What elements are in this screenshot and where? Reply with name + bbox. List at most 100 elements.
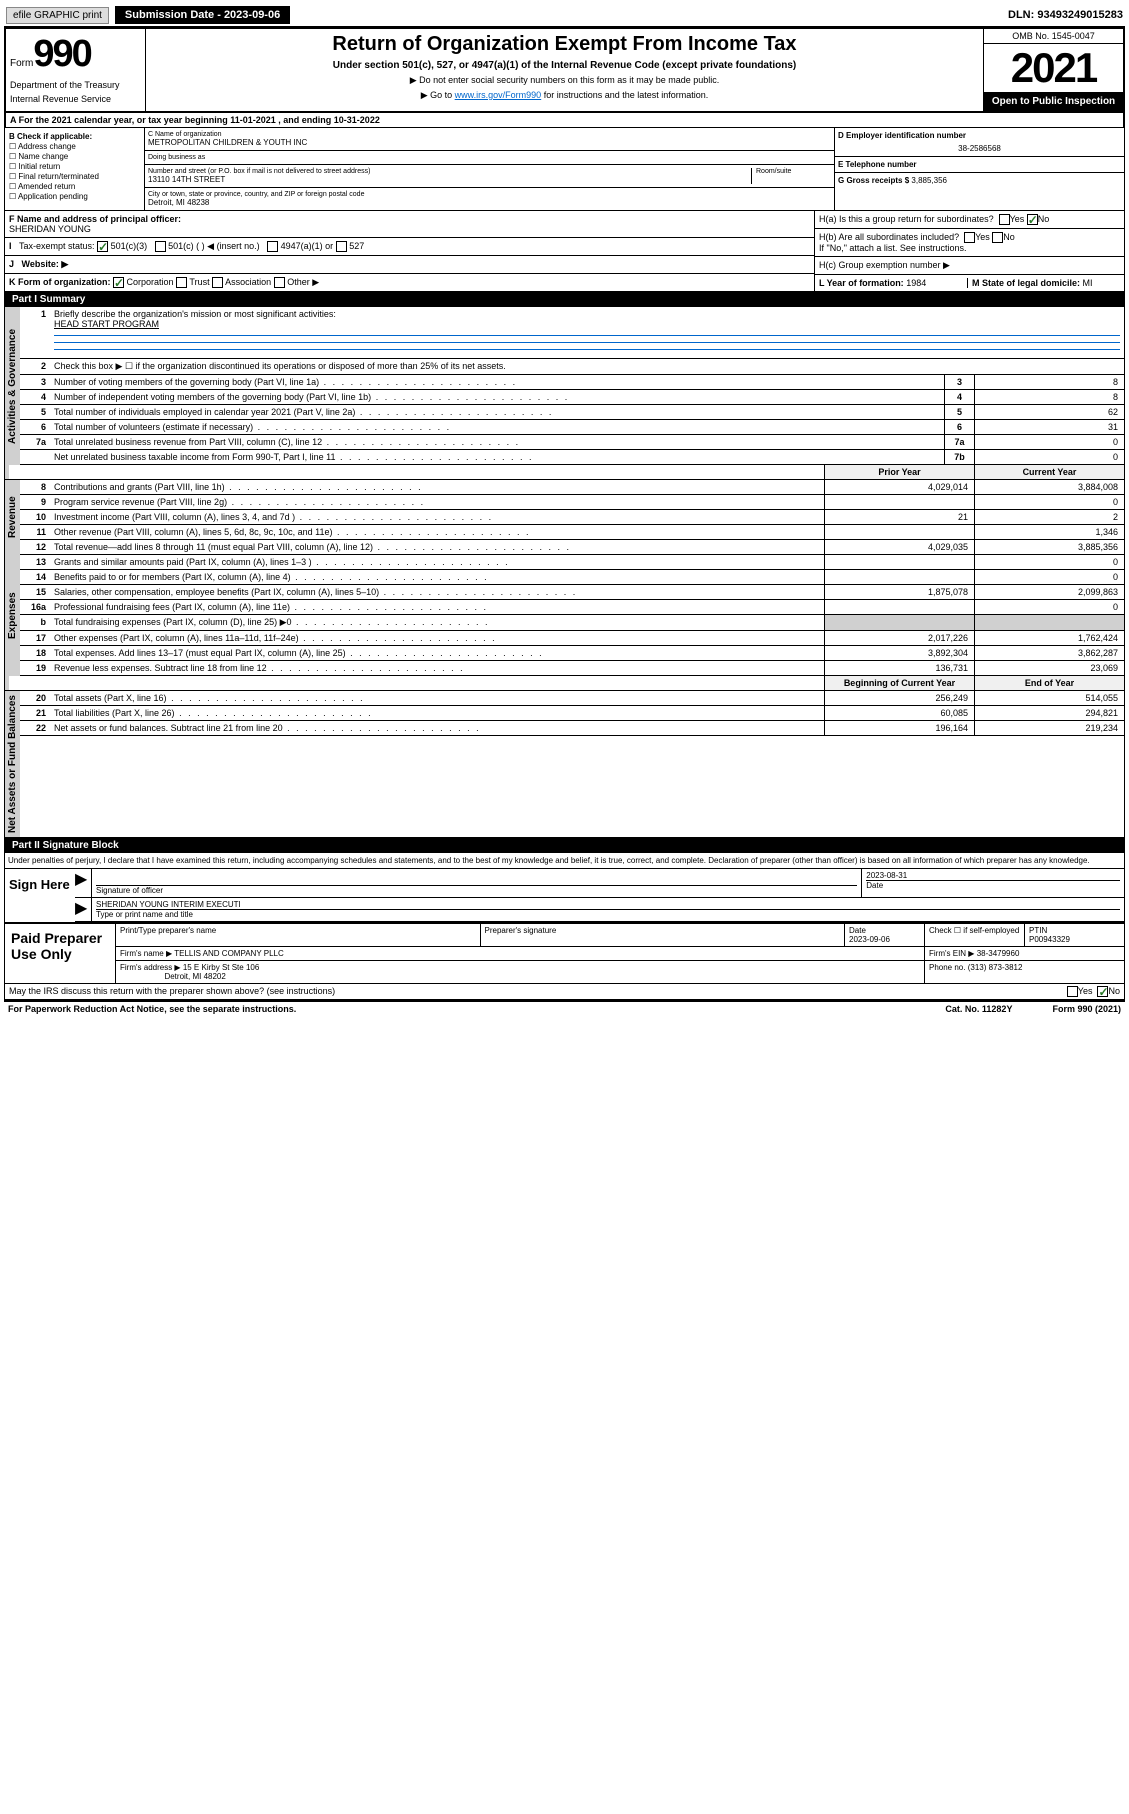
- cb-501c3[interactable]: [97, 241, 108, 252]
- summary-row: 18Total expenses. Add lines 13–17 (must …: [20, 646, 1124, 661]
- dln: DLN: 93493249015283: [1008, 9, 1123, 21]
- cb-ha-no[interactable]: [1027, 214, 1038, 225]
- cb-amended[interactable]: ☐ Amended return: [9, 182, 140, 191]
- cb-527[interactable]: [336, 241, 347, 252]
- header-bar: efile GRAPHIC print Submission Date - 20…: [4, 4, 1125, 27]
- arrow-icon: ▶: [75, 898, 91, 921]
- dba-label: Doing business as: [148, 154, 831, 161]
- opt-501c3: 501(c)(3): [111, 241, 148, 251]
- cb-other[interactable]: [274, 277, 285, 288]
- current-year-header: Current Year: [974, 465, 1124, 479]
- cb-4947[interactable]: [267, 241, 278, 252]
- paid-preparer-label: Paid Preparer Use Only: [5, 924, 115, 983]
- pra-notice: For Paperwork Reduction Act Notice, see …: [8, 1004, 296, 1014]
- l-label: L Year of formation:: [819, 278, 904, 288]
- cb-address-change[interactable]: ☐ Address change: [9, 142, 140, 151]
- summary-row: Net unrelated business taxable income fr…: [20, 450, 1124, 465]
- opt-501c: 501(c) ( ) ◀ (insert no.): [168, 241, 259, 251]
- instr2-post: for instructions and the latest informat…: [541, 90, 708, 100]
- arrow-icon: ▶: [75, 869, 91, 897]
- summary-row: 17Other expenses (Part IX, column (A), l…: [20, 631, 1124, 646]
- part1-header: Part I Summary: [4, 292, 1125, 307]
- firm-phone-label: Phone no.: [929, 963, 965, 972]
- firm-addr1: 15 E Kirby St Ste 106: [183, 963, 260, 972]
- dept-treasury: Department of the Treasury: [10, 80, 141, 90]
- summary-row: 14Benefits paid to or for members (Part …: [20, 570, 1124, 585]
- cb-assoc[interactable]: [212, 277, 223, 288]
- i-label: Tax-exempt status:: [19, 241, 95, 251]
- summary-row: 6Total number of volunteers (estimate if…: [20, 420, 1124, 435]
- cb-app-pending[interactable]: ☐ Application pending: [9, 192, 140, 201]
- side-revenue: Revenue: [5, 480, 20, 555]
- opt-527: 527: [349, 241, 364, 251]
- prior-year-header: Prior Year: [824, 465, 974, 479]
- f-value: SHERIDAN YOUNG: [9, 224, 91, 234]
- summary-row: 11Other revenue (Part VIII, column (A), …: [20, 525, 1124, 540]
- form-footer: Form 990 (2021): [1052, 1004, 1121, 1014]
- opt-assoc: Association: [225, 277, 271, 287]
- form-word: Form: [10, 58, 33, 69]
- summary-row: 9Program service revenue (Part VIII, lin…: [20, 495, 1124, 510]
- omb-number: OMB No. 1545-0047: [984, 29, 1123, 44]
- self-employed: Check ☐ if self-employed: [924, 924, 1024, 946]
- ein-label: D Employer identification number: [838, 131, 1121, 140]
- summary-row: 16aProfessional fundraising fees (Part I…: [20, 600, 1124, 615]
- irs-label: Internal Revenue Service: [10, 94, 141, 104]
- ptin-value: P00943329: [1029, 935, 1070, 944]
- form-title: Return of Organization Exempt From Incom…: [150, 33, 979, 56]
- summary-row: bTotal fundraising expenses (Part IX, co…: [20, 615, 1124, 631]
- cb-final-return[interactable]: ☐ Final return/terminated: [9, 172, 140, 181]
- cb-discuss-no[interactable]: [1097, 986, 1108, 997]
- firm-phone: (313) 873-3812: [968, 963, 1023, 972]
- summary-row: 20Total assets (Part X, line 16)256,2495…: [20, 691, 1124, 706]
- side-netassets: Net Assets or Fund Balances: [5, 691, 20, 837]
- summary-row: 21Total liabilities (Part X, line 26)60,…: [20, 706, 1124, 721]
- hb-row: H(b) Are all subordinates included? Yes …: [815, 229, 1124, 257]
- hb-note: If "No," attach a list. See instructions…: [819, 243, 966, 253]
- opt-trust: Trust: [189, 277, 209, 287]
- summary-row: 19Revenue less expenses. Subtract line 1…: [20, 661, 1124, 676]
- street-address: 13110 14TH STREET: [148, 175, 751, 184]
- cb-501c[interactable]: [155, 241, 166, 252]
- summary-row: 15Salaries, other compensation, employee…: [20, 585, 1124, 600]
- sign-here-label: Sign Here: [5, 869, 75, 922]
- sig-officer-label: Signature of officer: [96, 885, 857, 895]
- name-title-label: Type or print name and title: [96, 909, 1120, 919]
- cb-corp[interactable]: [113, 277, 124, 288]
- gross-receipts-label: G Gross receipts $: [838, 176, 909, 185]
- mission-text: HEAD START PROGRAM: [54, 319, 159, 329]
- hb-label: H(b) Are all subordinates included?: [819, 232, 959, 242]
- date-label: Date: [866, 880, 1120, 890]
- state-domicile: MI: [1083, 278, 1093, 288]
- prep-date: 2023-09-06: [849, 935, 890, 944]
- cb-discuss-yes[interactable]: [1067, 986, 1078, 997]
- f-label: F Name and address of principal officer:: [9, 214, 181, 224]
- eoy-header: End of Year: [974, 676, 1124, 690]
- discuss-row: May the IRS discuss this return with the…: [5, 983, 1124, 999]
- prep-name-label: Print/Type preparer's name: [115, 924, 480, 946]
- year-formation: 1984: [906, 278, 926, 288]
- org-name: METROPOLITAN CHILDREN & YOUTH INC: [148, 138, 831, 147]
- summary-row: 8Contributions and grants (Part VIII, li…: [20, 480, 1124, 495]
- section-a-period: A For the 2021 calendar year, or tax yea…: [4, 113, 1125, 128]
- cb-trust[interactable]: [176, 277, 187, 288]
- irs-link[interactable]: www.irs.gov/Form990: [455, 90, 542, 100]
- summary-row: 12Total revenue—add lines 8 through 11 (…: [20, 540, 1124, 555]
- efile-button[interactable]: efile GRAPHIC print: [6, 7, 109, 24]
- check-applicable: B Check if applicable: ☐ Address change …: [5, 128, 145, 210]
- cb-hb-no[interactable]: [992, 232, 1003, 243]
- opt-4947: 4947(a)(1) or: [281, 241, 334, 251]
- q1-label: Briefly describe the organization's miss…: [54, 309, 336, 319]
- cb-ha-yes[interactable]: [999, 214, 1010, 225]
- ha-row: H(a) Is this a group return for subordin…: [815, 211, 1124, 229]
- cb-hb-yes[interactable]: [964, 232, 975, 243]
- firm-ein-label: Firm's EIN ▶: [929, 949, 974, 958]
- part2-header: Part II Signature Block: [4, 838, 1125, 853]
- open-public: Open to Public Inspection: [984, 92, 1123, 111]
- cb-initial-return[interactable]: ☐ Initial return: [9, 162, 140, 171]
- firm-name-label: Firm's name ▶: [120, 949, 172, 958]
- lm-row: L Year of formation: 1984 M State of leg…: [815, 275, 1124, 291]
- side-governance: Activities & Governance: [5, 307, 20, 465]
- form-subtitle: Under section 501(c), 527, or 4947(a)(1)…: [150, 60, 979, 71]
- cb-name-change[interactable]: ☐ Name change: [9, 152, 140, 161]
